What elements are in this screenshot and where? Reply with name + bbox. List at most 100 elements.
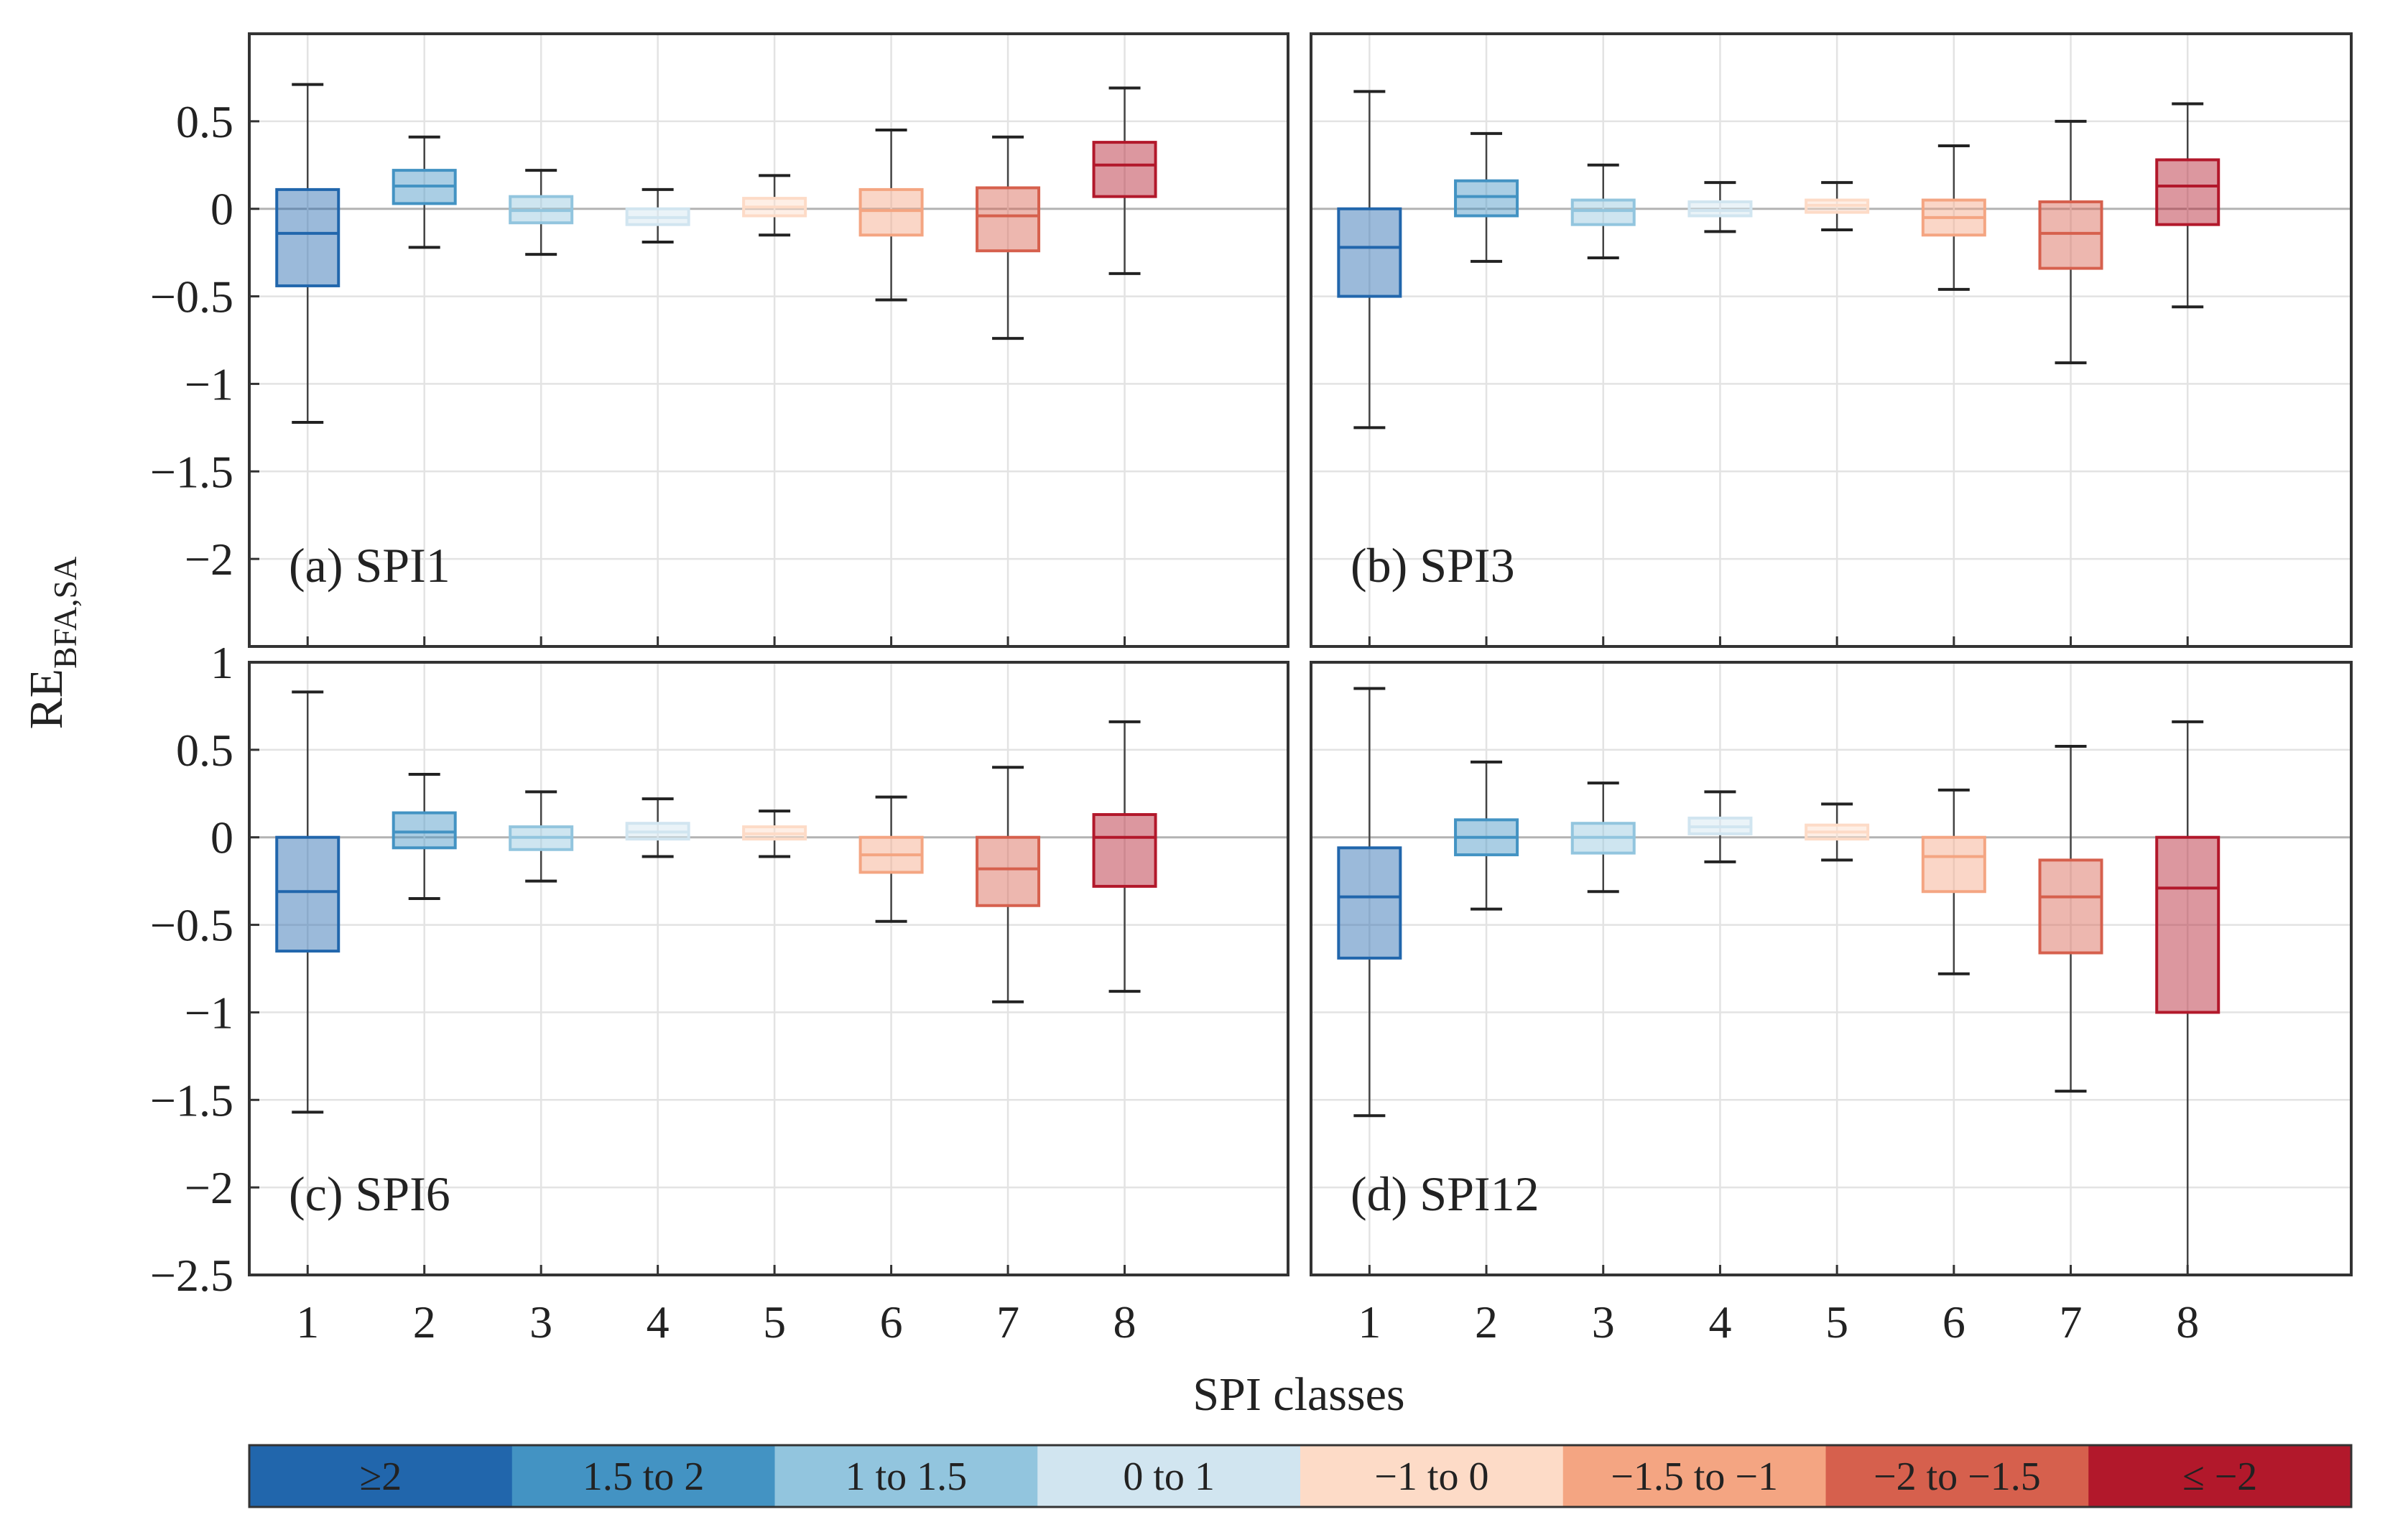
panel-label: (d) SPI12 xyxy=(1351,1166,1539,1221)
box-class-1 xyxy=(1337,687,1402,1118)
box-class-6 xyxy=(1921,788,1986,975)
x-tick-label: 8 xyxy=(1113,1297,1136,1348)
box-iqr xyxy=(976,835,1041,907)
box-iqr xyxy=(2038,858,2103,955)
y-tick-label: −0.5 xyxy=(150,272,233,323)
colorbar-segment: 1 to 1.5 xyxy=(774,1445,1038,1507)
colorbar-swatch xyxy=(774,1445,1038,1507)
box-class-5 xyxy=(1805,802,1870,862)
box-class-1 xyxy=(1337,90,1402,430)
y-tick-label: 0 xyxy=(210,184,233,235)
x-tick-label: 3 xyxy=(529,1297,552,1348)
box-class-2 xyxy=(1454,131,1519,263)
y-tick-label: 0 xyxy=(210,812,233,863)
colorbar-segment: ≥2 xyxy=(249,1445,513,1507)
colorbar-label: ≥2 xyxy=(360,1455,402,1499)
x-tick-label: 6 xyxy=(1942,1297,1965,1348)
box-class-8 xyxy=(2155,102,2220,309)
colorbar: ≥2 1.5 to 2 1 to 1.5 0 to 1 −1 to 0 −1.5 to −… xyxy=(248,1444,2353,1508)
colorbar-swatch xyxy=(2088,1445,2352,1507)
box-class-3 xyxy=(1570,781,1636,894)
y-tick-label: 0.5 xyxy=(176,725,233,776)
colorbar-swatch xyxy=(1562,1445,1826,1507)
box-class-6 xyxy=(858,129,924,302)
box-iqr xyxy=(2038,200,2103,270)
box-class-4 xyxy=(625,797,690,858)
colorbar-label: ≤ −2 xyxy=(2182,1455,2257,1499)
box-iqr xyxy=(1092,141,1157,198)
box-class-8 xyxy=(1092,720,1157,993)
box-iqr xyxy=(1454,179,1519,218)
colorbar-label: 1 to 1.5 xyxy=(846,1455,968,1499)
y-tick-label: −2.5 xyxy=(150,1250,233,1301)
box-iqr xyxy=(2155,158,2220,226)
x-tick-label: 1 xyxy=(1358,1297,1381,1348)
x-tick-label: 4 xyxy=(1708,1297,1731,1348)
x-tick-label: 6 xyxy=(880,1297,903,1348)
box-class-6 xyxy=(1921,144,1986,291)
box-iqr xyxy=(2155,835,2220,1014)
x-tick-label: 8 xyxy=(2176,1297,2199,1348)
colorbar-segment: ≤ −2 xyxy=(2088,1445,2352,1507)
panels-layer: 0.5 0 −0.5 −1 −1.5 −2 (a) SPI1 (b) SPI3 1 0.5 0 −0.… xyxy=(150,32,2353,1348)
box-iqr xyxy=(1570,198,1636,226)
colorbar-swatch xyxy=(1300,1445,1564,1507)
panel-2: (b) SPI3 xyxy=(1310,32,2353,648)
panel-1: 0.5 0 −0.5 −1 −1.5 −2 (a) SPI1 xyxy=(150,32,1289,648)
box-class-4 xyxy=(1687,790,1753,863)
colorbar-segment: 1.5 to 2 xyxy=(511,1445,775,1507)
colorbar-swatch xyxy=(1825,1445,2089,1507)
box-class-1 xyxy=(275,690,341,1114)
box-class-6 xyxy=(858,795,924,923)
colorbar-swatch xyxy=(1037,1445,1301,1507)
box-class-7 xyxy=(2038,119,2103,365)
x-tick-label: 2 xyxy=(1475,1297,1498,1348)
colorbar-swatch xyxy=(511,1445,775,1507)
box-class-8 xyxy=(1092,86,1157,275)
panel-frame xyxy=(248,661,1289,1276)
box-class-8 xyxy=(2155,720,2220,1276)
colorbar-label: −1.5 to −1 xyxy=(1611,1455,1778,1499)
box-class-4 xyxy=(1687,181,1753,233)
y-tick-label: −1.5 xyxy=(150,1075,233,1126)
y-tick-label: −1.5 xyxy=(150,446,233,497)
box-class-5 xyxy=(742,810,807,858)
y-axis-title-subscript: BFA,SA xyxy=(47,557,83,669)
box-class-7 xyxy=(976,766,1041,1003)
x-tick-label: 1 xyxy=(296,1297,319,1348)
y-axis-title: REBFA,SA xyxy=(20,557,83,730)
colorbar-segment: −1 to 0 xyxy=(1300,1445,1564,1507)
colorbar-label: 0 to 1 xyxy=(1123,1455,1215,1499)
panel-label: (a) SPI1 xyxy=(289,538,450,593)
panel-4: 1 2 3 4 5 6 7 8 (d) SPI12 xyxy=(1310,661,2353,1348)
panel-label: (c) SPI6 xyxy=(289,1166,450,1221)
x-tick-label: 3 xyxy=(1592,1297,1615,1348)
x-tick-label: 4 xyxy=(647,1297,670,1348)
x-tick-label: 7 xyxy=(2060,1297,2083,1348)
colorbar-label: −2 to −1.5 xyxy=(1874,1455,2041,1499)
colorbar-swatch xyxy=(249,1445,513,1507)
box-iqr xyxy=(1092,813,1157,888)
colorbar-segment: 0 to 1 xyxy=(1037,1445,1301,1507)
box-class-2 xyxy=(392,135,457,249)
colorbar-label: −1 to 0 xyxy=(1374,1455,1488,1499)
box-iqr xyxy=(1687,200,1753,218)
box-iqr xyxy=(976,186,1041,253)
box-iqr xyxy=(275,187,341,287)
y-tick-label: −2 xyxy=(185,534,233,585)
box-iqr xyxy=(392,811,457,850)
box-class-5 xyxy=(1805,181,1870,231)
panel-3: 1 0.5 0 −0.5 −1 −1.5 −2 −2.5 1 2 3 4 5 6 7 8 (c) SPI6 xyxy=(150,637,1289,1348)
colorbar-segment: −1.5 to −1 xyxy=(1562,1445,1826,1507)
box-class-1 xyxy=(275,83,341,425)
box-class-7 xyxy=(2038,744,2103,1093)
y-axis-title-main: RE xyxy=(20,669,73,729)
box-iqr xyxy=(1337,846,1402,960)
y-tick-label: 0.5 xyxy=(176,96,233,147)
box-iqr xyxy=(1337,207,1402,298)
y-tick-label: −0.5 xyxy=(150,900,233,951)
y-tick-label: −1 xyxy=(185,987,233,1038)
colorbar-label: 1.5 to 2 xyxy=(583,1455,705,1499)
